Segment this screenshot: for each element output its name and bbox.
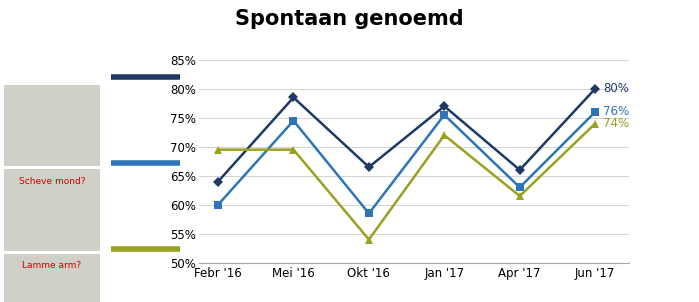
FancyBboxPatch shape [3,254,100,302]
Text: Scheve mond?: Scheve mond? [19,177,85,186]
FancyBboxPatch shape [3,169,100,251]
FancyBboxPatch shape [3,85,100,166]
Text: 80%: 80% [603,82,629,95]
Text: 74%: 74% [603,117,630,130]
Text: Spontaan genoemd: Spontaan genoemd [236,9,464,29]
Text: Lamme arm?: Lamme arm? [22,261,81,270]
Text: 76%: 76% [603,105,630,118]
